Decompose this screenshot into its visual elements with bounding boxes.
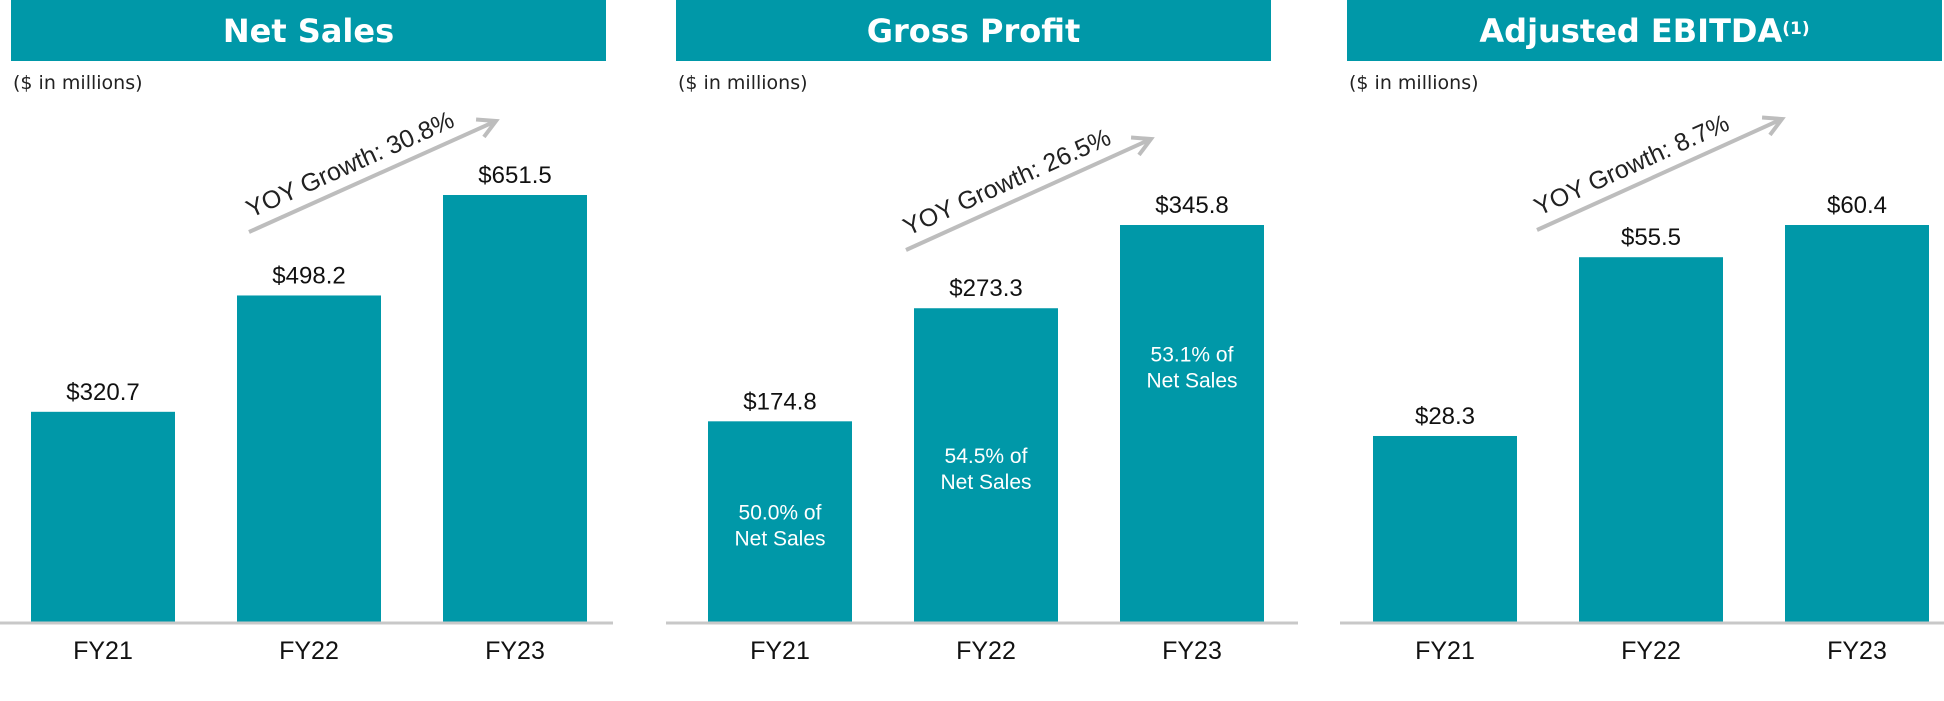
x-tick-label-fy21: FY21: [73, 637, 133, 665]
gross-profit-chart: $174.8 FY21 50.0% of Net Sales $273.3 FY22 54.…: [666, 123, 1298, 665]
panel-title-text: Net Sales: [222, 11, 395, 50]
adjusted-ebitda-chart: $28.3 FY21 $55.5 FY22 $60.4 FY23 YOY Growth: 8…: [1340, 109, 1944, 665]
value-label-fy23: $651.5: [478, 162, 551, 189]
yoy-growth-label: YOY Growth: 26.5%: [899, 123, 1115, 241]
value-label-fy23: $60.4: [1827, 192, 1887, 219]
value-label-fy21: $320.7: [66, 379, 139, 406]
bar-inner-label-fy21: Net Sales: [734, 528, 825, 551]
bar-fy22: [1579, 257, 1723, 622]
growth-arrow-head: [1761, 115, 1786, 137]
net-sales-chart: $320.7 FY21 $498.2 FY22 $651.5 FY23 YOY Growth…: [0, 106, 613, 665]
units-note: ($ in millions): [13, 72, 143, 94]
bar-fy21: [708, 421, 852, 622]
bar-inner-label-fy21: 50.0% of: [739, 502, 822, 525]
panel-title: Gross Profit: [676, 0, 1271, 61]
growth-arrow: [905, 137, 1152, 252]
yoy-growth-label: YOY Growth: 8.7%: [1530, 109, 1734, 221]
panel-title-text: Adjusted EBITDA: [1479, 11, 1783, 50]
bar-inner-label-fy22: 54.5% of: [945, 445, 1028, 468]
x-tick-label-fy22: FY22: [956, 637, 1016, 665]
x-tick-label-fy23: FY23: [1827, 637, 1887, 665]
gross-profit-panel: Gross Profit ($ in millions) $174.8 FY21 5…: [666, 0, 1298, 701]
value-label-fy23: $345.8: [1155, 192, 1228, 219]
bar-inner-label-fy23: Net Sales: [1146, 370, 1237, 393]
x-tick-label-fy21: FY21: [1415, 637, 1475, 665]
yoy-growth-label: YOY Growth: 30.8%: [242, 106, 458, 224]
panel-title: Adjusted EBITDA (1): [1347, 0, 1942, 61]
bar-inner-label-fy22: Net Sales: [940, 471, 1031, 494]
x-tick-label-fy23: FY23: [485, 637, 545, 665]
x-tick-label-fy21: FY21: [750, 637, 810, 665]
units-note: ($ in millions): [1349, 72, 1479, 94]
x-tick-label-fy22: FY22: [279, 637, 339, 665]
bar-fy23: [443, 195, 587, 622]
growth-arrow: [1536, 117, 1783, 232]
bar-fy21: [31, 411, 175, 622]
value-label-fy21: $174.8: [743, 388, 816, 415]
bar-fy21: [1373, 435, 1517, 622]
value-label-fy22: $55.5: [1621, 224, 1681, 251]
value-label-fy21: $28.3: [1415, 403, 1475, 430]
x-tick-label-fy23: FY23: [1162, 637, 1222, 665]
bar-fy23: [1120, 225, 1264, 622]
bar-inner-label-fy23: 53.1% of: [1151, 344, 1234, 367]
x-tick-label-fy22: FY22: [1621, 637, 1681, 665]
bar-fy22: [237, 295, 381, 622]
growth-arrow-head: [1130, 135, 1155, 157]
bar-fy23: [1785, 225, 1929, 622]
panel-title-text: Gross Profit: [866, 11, 1081, 50]
value-label-fy22: $498.2: [272, 262, 345, 289]
panel-title-sup: (1): [1782, 18, 1810, 39]
net-sales-panel: Net Sales ($ in millions) $320.7 FY21 $498…: [0, 0, 613, 701]
value-label-fy22: $273.3: [949, 275, 1022, 302]
bar-fy22: [914, 308, 1058, 622]
panel-title: Net Sales: [11, 0, 606, 61]
adjusted-ebitda-panel: Adjusted EBITDA (1) ($ in millions) $28.3…: [1340, 0, 1944, 701]
growth-arrow: [248, 119, 497, 234]
units-note: ($ in millions): [678, 72, 808, 94]
growth-arrow-head: [475, 117, 500, 139]
